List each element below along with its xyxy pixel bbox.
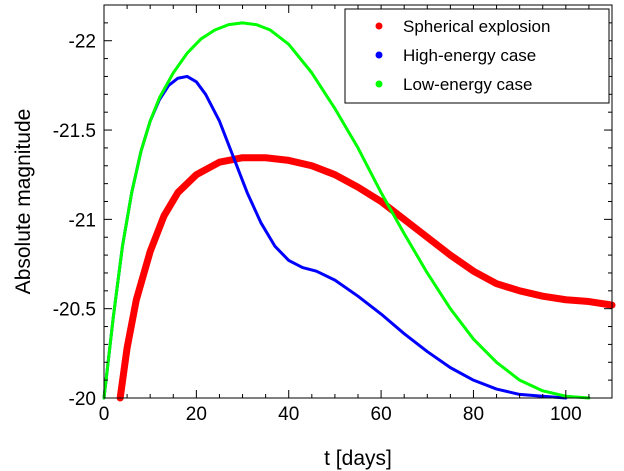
x-tick-label: 0 xyxy=(99,404,110,425)
series-line-2 xyxy=(102,74,568,400)
legend-box xyxy=(344,8,610,104)
x-tick-label: 80 xyxy=(463,404,484,425)
legend-entry-3: Low-energy case xyxy=(403,75,532,94)
y-tick-label: -22 xyxy=(69,32,96,53)
y-tick-label: -20 xyxy=(69,389,96,410)
series-line-3 xyxy=(102,21,591,400)
legend: Spherical explosion High-energy case Low-e… xyxy=(344,8,610,104)
legend-marker-2 xyxy=(375,51,383,59)
x-tick-label: 100 xyxy=(550,404,582,425)
x-tick-label: 40 xyxy=(278,404,299,425)
y-tick-label: -20.5 xyxy=(53,300,96,321)
y-tick-label: -21 xyxy=(69,210,96,231)
x-tick-label: 20 xyxy=(186,404,207,425)
series-line-1 xyxy=(116,154,616,402)
legend-marker-3 xyxy=(375,80,383,88)
x-axis-label: t [days] xyxy=(324,447,392,470)
legend-entry-2: High-energy case xyxy=(403,46,536,65)
y-axis-label: Absolute magnitude xyxy=(12,109,35,295)
legend-entry-1: Spherical explosion xyxy=(403,17,550,36)
x-tick-label: 60 xyxy=(371,404,392,425)
legend-marker-1 xyxy=(375,22,383,30)
y-tick-label: -21.5 xyxy=(53,121,96,142)
series-layer xyxy=(102,21,616,402)
